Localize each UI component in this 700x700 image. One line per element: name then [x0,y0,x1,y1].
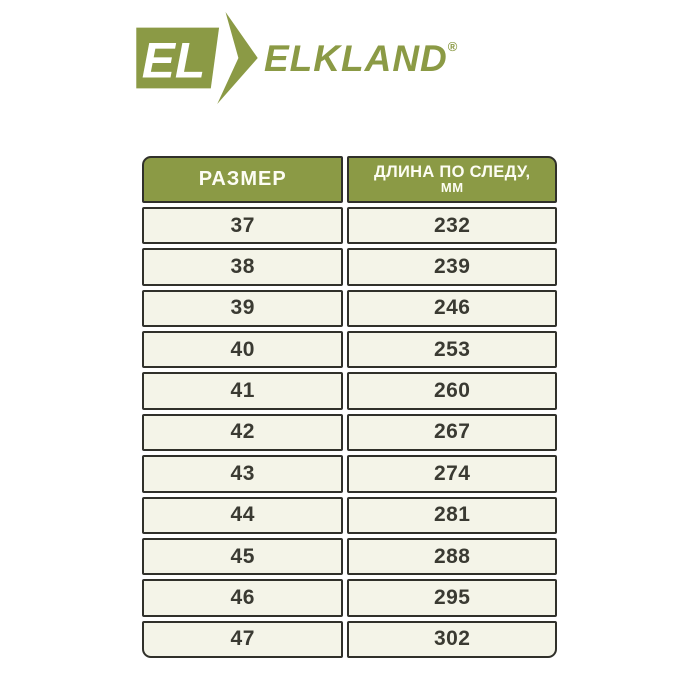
size-cell: 37 [142,207,344,245]
size-cell: 45 [142,537,344,576]
registered-mark: ® [447,38,458,54]
size-cell: 41 [142,372,344,410]
length-cell: 288 [347,537,557,576]
length-cell: 239 [347,248,557,286]
brand-logo: EL ELKLAND® [134,12,457,104]
length-cell: 274 [347,455,557,493]
length-cell: 302 [347,620,557,658]
emblem-arrow-icon [217,12,258,104]
emblem-block [136,27,220,89]
size-cell: 38 [142,248,344,286]
size-cell: 47 [142,620,344,658]
length-cell: 295 [347,579,557,617]
size-cell: 42 [142,413,344,452]
length-cell: 260 [347,372,557,410]
header-length-cell: ДЛИНА ПО СЛЕДУ, ММ [347,156,557,203]
header-size-cell: РАЗМЕР [142,156,344,203]
length-cell: 232 [347,207,557,245]
size-cell: 44 [142,496,344,534]
emblem-letters: EL [142,32,205,88]
brand-name: ELKLAND® [264,40,457,77]
header-length-label: ДЛИНА ПО СЛЕДУ, [374,162,531,181]
size-cell: 39 [142,289,344,328]
brand-name-text: ELKLAND [264,37,448,79]
size-table: РАЗМЕР ДЛИНА ПО СЛЕДУ, ММ 37 232 38 239 39 24… [142,156,557,658]
length-cell: 246 [347,289,557,328]
length-cell: 281 [347,496,557,534]
size-cell: 40 [142,331,344,369]
length-cell: 253 [347,331,557,369]
size-cell: 43 [142,455,344,493]
length-cell: 267 [347,413,557,452]
header-size-label: РАЗМЕР [198,167,287,190]
size-cell: 46 [142,579,344,617]
header-length-unit: ММ [440,180,464,196]
elkland-emblem-icon: EL [136,12,258,104]
